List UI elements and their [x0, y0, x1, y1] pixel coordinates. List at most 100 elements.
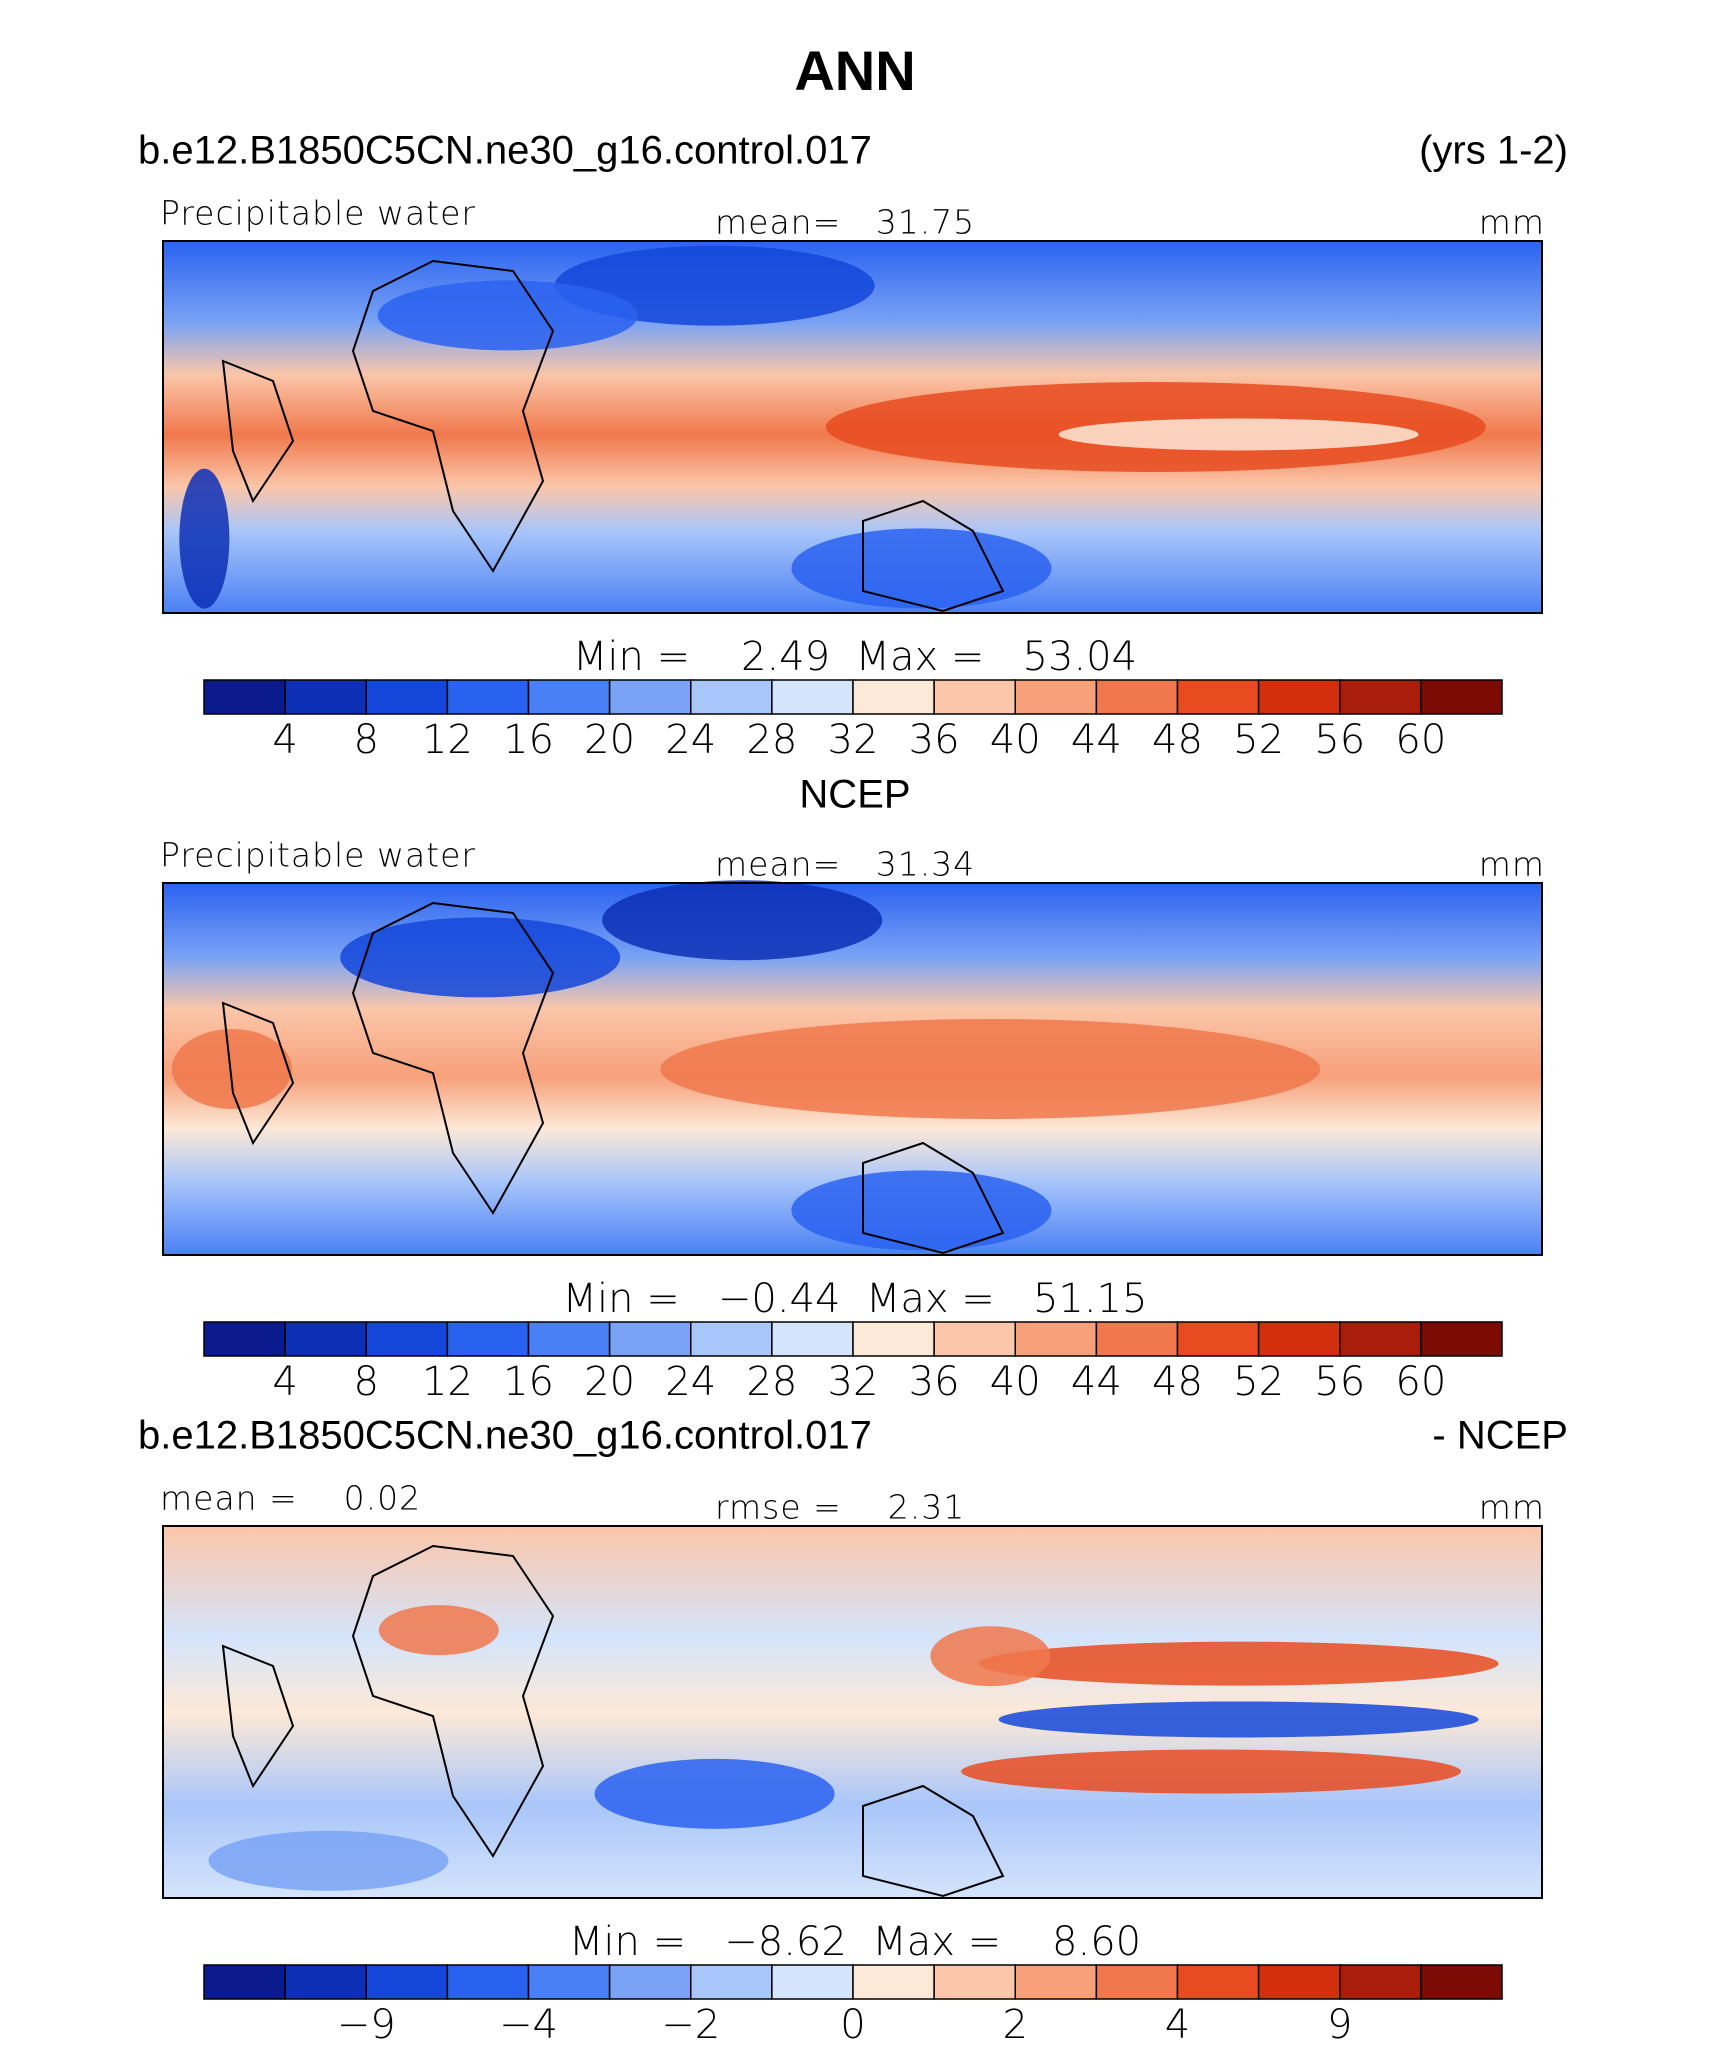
map-frame: [162, 1525, 1543, 1899]
colorbar-box: [690, 1964, 773, 2000]
colorbar-box: [1339, 679, 1422, 715]
colorbar-label: 28: [746, 1359, 797, 1405]
colorbar-label: 16: [503, 717, 554, 763]
map-contour: [378, 1605, 499, 1656]
map-contour: [660, 1019, 1321, 1119]
map-contour: [377, 280, 638, 351]
colorbar-box: [284, 679, 367, 715]
panel-header: - NCEP: [1432, 1414, 1568, 1458]
map-contour: [594, 1758, 835, 1829]
colorbar-label: 8: [354, 717, 379, 763]
colorbar-box: [446, 1964, 530, 2000]
map-label: mean= 31.34: [715, 845, 975, 884]
panel-header: b.e12.B1850C5CN.ne30_g16.control.017: [138, 129, 872, 173]
colorbar-label: 9: [1327, 2002, 1352, 2048]
colorbar-box: [1420, 1321, 1503, 1357]
colorbar-label: 60: [1395, 717, 1446, 763]
coastline: [221, 259, 1005, 613]
colorbar-label: 12: [422, 1359, 473, 1405]
colorbar-label: 44: [1071, 1359, 1122, 1405]
colorbar-label: 56: [1314, 717, 1365, 763]
colorbar-box: [365, 1321, 449, 1357]
map-frame: [162, 240, 1543, 614]
map-contour: [961, 1749, 1462, 1794]
colorbar-box: [1339, 1964, 1422, 2000]
colorbar-box: [1014, 679, 1098, 715]
colorbar-label: 52: [1233, 717, 1284, 763]
colorbar-label: 0: [840, 2002, 865, 2048]
colorbar-box: [1339, 1321, 1422, 1357]
map-frame: [162, 882, 1543, 1256]
colorbar-box: [1257, 1964, 1341, 2000]
colorbar-box: [365, 679, 449, 715]
colorbar-label: 44: [1071, 717, 1122, 763]
colorbar-box: [1257, 1321, 1341, 1357]
colorbar-label: 4: [272, 1359, 297, 1405]
colorbar-label: 24: [665, 1359, 716, 1405]
colorbar-label: 20: [584, 717, 635, 763]
colorbar-box: [203, 1321, 286, 1357]
colorbar-label: −9: [337, 2002, 396, 2048]
map-label: mm: [1479, 203, 1545, 242]
map-contour: [791, 528, 1052, 609]
panel-header: NCEP: [799, 773, 910, 817]
colorbar-box: [933, 679, 1016, 715]
map-contour: [208, 1830, 449, 1891]
map-label: mm: [1479, 1488, 1545, 1527]
colorbar-label: 32: [828, 717, 879, 763]
colorbar-label: 60: [1395, 1359, 1446, 1405]
colorbar-box: [1014, 1321, 1098, 1357]
colorbar-box: [203, 679, 286, 715]
coastline: [221, 1544, 1005, 1898]
colorbar-box: [527, 679, 611, 715]
panel-header: b.e12.B1850C5CN.ne30_g16.control.017: [138, 1414, 872, 1458]
colorbar-box: [1176, 679, 1260, 715]
map-contour: [179, 468, 230, 609]
colorbar-box: [852, 1321, 935, 1357]
colorbar-label: 48: [1152, 1359, 1203, 1405]
map-contour: [602, 880, 883, 961]
colorbar-label: 52: [1233, 1359, 1284, 1405]
colorbar-box: [1095, 1321, 1179, 1357]
map-label: rmse = 2.31: [715, 1488, 965, 1527]
colorbar-label: 36: [909, 1359, 960, 1405]
colorbar-box: [852, 1964, 935, 2000]
map-contour: [171, 1029, 292, 1109]
colorbar-label: 36: [909, 717, 960, 763]
colorbar-label: 12: [422, 717, 473, 763]
colorbar-box: [852, 679, 935, 715]
colorbar-label: 8: [354, 1359, 379, 1405]
map-contour: [998, 1701, 1479, 1738]
panel-header: (yrs 1-2): [1419, 129, 1568, 173]
colorbar-label: 24: [665, 717, 716, 763]
colorbar-label: 48: [1152, 717, 1203, 763]
colorbar-box: [527, 1964, 611, 2000]
colorbar-box: [771, 1964, 854, 2000]
map-label: mean = 0.02: [160, 1479, 421, 1518]
colorbar-box: [1014, 1964, 1098, 2000]
map-contour: [554, 245, 875, 326]
colorbar-label: 40: [990, 1359, 1041, 1405]
colorbar-box: [608, 1964, 692, 2000]
colorbar-label: 16: [503, 1359, 554, 1405]
colorbar-label: 4: [1165, 2002, 1190, 2048]
colorbar-box: [365, 1964, 449, 2000]
colorbar-box: [1257, 679, 1341, 715]
map-contour: [978, 1641, 1499, 1686]
colorbar-box: [608, 1321, 692, 1357]
colorbar-box: [1420, 679, 1503, 715]
colorbar-label: −2: [661, 2002, 720, 2048]
coastline: [221, 901, 1005, 1255]
colorbar-label: 56: [1314, 1359, 1365, 1405]
colorbar-label: 4: [272, 717, 297, 763]
map-label: mm: [1479, 845, 1545, 884]
colorbar-box: [203, 1964, 286, 2000]
min-max: Min = −8.62 Max = 8.60: [569, 1919, 1141, 1965]
map-contour: [340, 917, 621, 998]
colorbar-box: [771, 1321, 854, 1357]
colorbar-label: 32: [828, 1359, 879, 1405]
colorbar-box: [1420, 1964, 1503, 2000]
colorbar-box: [690, 679, 773, 715]
colorbar-box: [690, 1321, 773, 1357]
